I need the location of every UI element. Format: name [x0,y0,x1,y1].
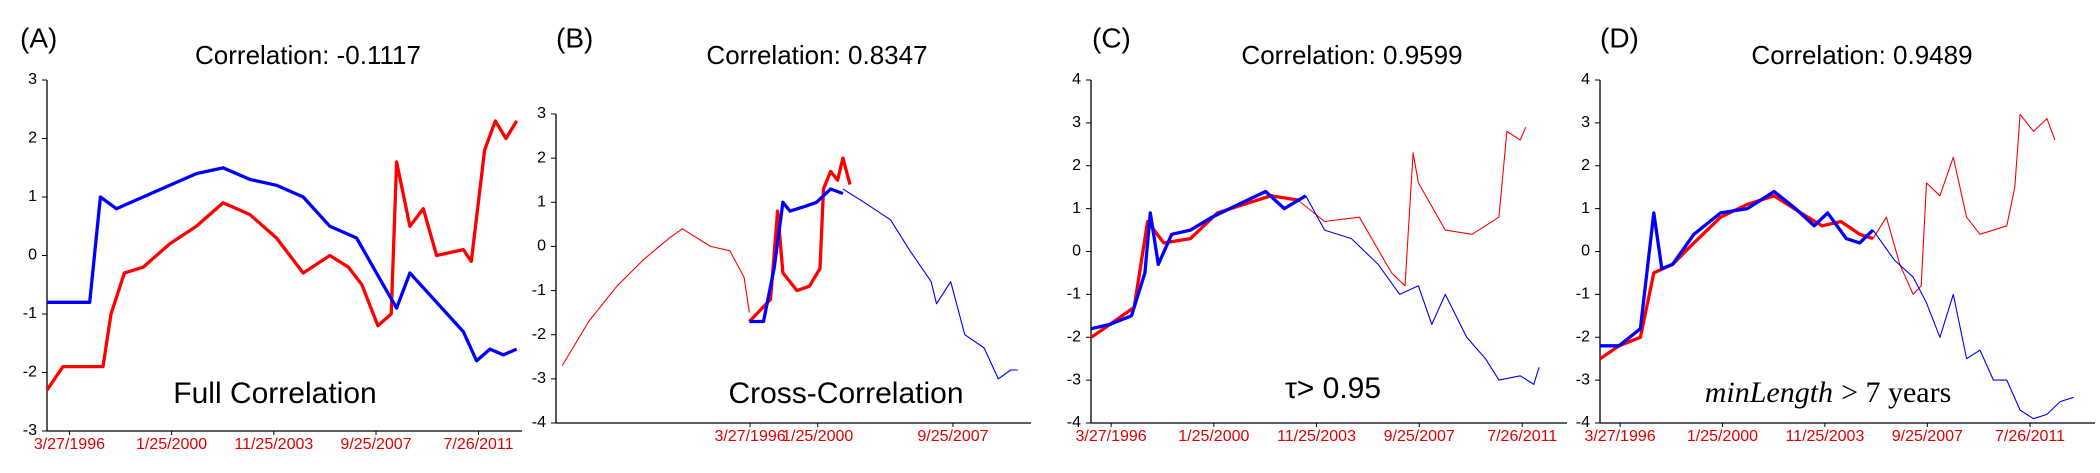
y-tick-label: 2 [537,149,546,166]
series-line [1090,189,1307,331]
x-tick-label: 9/25/2007 [1892,428,1963,445]
y-tick-label: -2 [532,326,546,343]
annotation-part: Cross-Correlation [728,377,963,410]
y-tick-label: 3 [1581,114,1590,131]
series-line [1090,194,1299,339]
x-tick-label: 1/25/2000 [1687,428,1758,445]
y-tick-label: 3 [1072,114,1081,131]
series-line [842,188,1018,380]
y-tick-label: 3 [28,71,37,88]
y-tick-label: 2 [1581,157,1590,174]
annotation: minLength > 7 years [1705,376,1952,409]
y-tick-label: -1 [1576,286,1590,303]
y-tick-label: 2 [1072,157,1081,174]
y-tick-label: -4 [1576,414,1590,431]
x-tick-label: 1/25/2000 [1178,428,1249,445]
y-tick-label: 4 [1072,71,1081,88]
y-tick-label: -1 [532,282,546,299]
y-tick-label: 0 [1072,243,1081,260]
y-tick-label: -4 [1067,414,1081,431]
y-tick-label: 2 [28,130,37,147]
y-tick-label: -1 [1067,286,1081,303]
series-line [1297,126,1527,287]
panel-label: (B) [556,22,593,53]
y-tick-label: 0 [1581,243,1590,260]
y-tick-label: 0 [28,247,37,264]
annotation: Full Correlation [173,377,376,410]
y-tick-label: -3 [532,370,546,387]
y-tick-label: -3 [1067,371,1081,388]
y-tick-label: 1 [1581,200,1590,217]
annotation-part: Full Correlation [173,377,376,410]
y-tick-label: 0 [537,238,546,255]
y-tick-label: -4 [532,414,546,431]
y-tick-label: -3 [1576,371,1590,388]
annotation-part: minLength [1705,376,1833,409]
y-tick-label: 4 [1581,71,1590,88]
series-line [561,228,750,366]
x-tick-label: 3/27/1996 [1076,428,1147,445]
series-line [1600,189,1875,348]
x-tick-label: 7/26/2011 [444,436,514,453]
series-line [45,119,519,392]
x-tick-label: 9/25/2007 [917,428,988,445]
x-tick-label: 3/27/1996 [1584,428,1655,445]
chart-title: Correlation: -0.1117 [195,40,421,70]
x-tick-label: 11/25/2003 [1785,428,1864,445]
y-tick-label: 1 [1072,200,1081,217]
x-tick-label: 9/25/2007 [340,436,411,453]
series-line [748,156,852,323]
x-tick-label: 1/25/2000 [782,428,853,445]
panel-label: (D) [1600,22,1639,53]
panel-label: (A) [20,22,57,53]
annotation-part: τ> 0.95 [1285,372,1381,405]
y-tick-label: -2 [1576,328,1590,345]
annotation: Cross-Correlation [728,377,963,410]
series-line [47,166,518,363]
x-tick-label: 9/25/2007 [1384,428,1455,445]
x-tick-label: 1/25/2000 [136,436,207,453]
series-line [1305,195,1540,385]
x-tick-label: 11/25/2003 [1277,428,1356,445]
chart-title: Correlation: 0.9599 [1241,40,1462,70]
y-tick-label: 1 [28,188,37,205]
y-tick-label: -1 [23,305,37,322]
y-tick-label: -2 [23,364,37,381]
x-tick-label: 3/27/1996 [714,428,785,445]
series-line [1872,229,2074,420]
x-tick-label: 7/26/2011 [1995,428,2065,445]
y-tick-label: -2 [1067,328,1081,345]
y-tick-label: 1 [537,194,546,211]
x-tick-label: 7/26/2011 [1487,428,1557,445]
annotation-part: > 7 years [1841,376,1951,409]
y-tick-label: -3 [23,422,37,439]
y-tick-label: 3 [537,105,546,122]
annotation: τ> 0.95 [1285,372,1381,405]
series-line [1872,113,2056,295]
panel-label: (C) [1092,22,1131,53]
x-tick-label: 3/27/1996 [34,436,105,453]
chart-title: Correlation: 0.9489 [1751,40,1972,70]
x-tick-label: 11/25/2003 [234,436,313,453]
series-line [749,187,844,324]
chart-title: Correlation: 0.8347 [706,40,927,70]
